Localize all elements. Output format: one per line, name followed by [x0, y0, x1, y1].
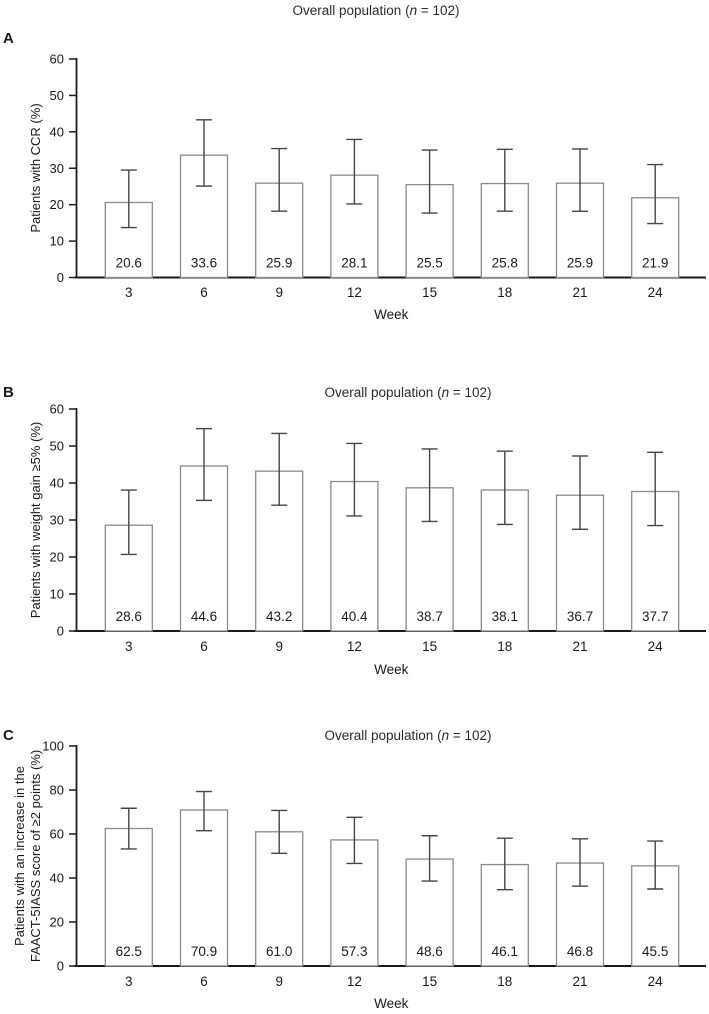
- y-tick-label: 40: [50, 871, 64, 886]
- y-tick-label: 100: [42, 739, 64, 754]
- y-tick-label: 0: [57, 624, 64, 639]
- x-tick-label: 15: [422, 639, 437, 654]
- y-axis-label: FAACT-5IASS score of ≥2 points (%): [28, 750, 43, 962]
- bar-value-label: 25.9: [567, 256, 593, 271]
- bar-value-label: 21.9: [642, 256, 668, 271]
- y-tick-label: 50: [50, 88, 64, 103]
- bar-value-label: 44.6: [191, 609, 217, 624]
- bar-value-label: 20.6: [116, 256, 142, 271]
- x-axis-label: Week: [374, 996, 409, 1011]
- x-tick-label: 6: [200, 285, 208, 300]
- x-tick-label: 15: [422, 285, 437, 300]
- y-tick-label: 50: [50, 439, 64, 454]
- bar-value-label: 70.9: [191, 944, 217, 959]
- bar: [255, 470, 304, 632]
- chart-title-a-n: n: [409, 3, 418, 18]
- chart-title-b-pre: Overall population (: [324, 385, 442, 400]
- bar-value-label: 25.5: [416, 256, 442, 271]
- bar-value-label: 61.0: [266, 944, 292, 959]
- panel-label-c: C: [3, 727, 14, 744]
- bar-value-label: 28.6: [116, 609, 142, 624]
- y-tick-label: 0: [57, 270, 64, 285]
- panel-label-b: B: [3, 384, 14, 401]
- chart-title-c-pre: Overall population (: [324, 728, 442, 743]
- x-tick-label: 9: [275, 639, 283, 654]
- bar-value-label: 43.2: [266, 609, 292, 624]
- x-tick-label: 21: [572, 285, 587, 300]
- y-axis-label: Patients with weight gain ≥5% (%): [28, 422, 43, 618]
- x-tick-label: 12: [347, 639, 362, 654]
- y-tick-label: 10: [50, 234, 64, 249]
- x-tick-label: 12: [347, 285, 362, 300]
- x-axis-label: Week: [374, 307, 409, 322]
- x-tick-label: 9: [275, 285, 283, 300]
- y-tick-label: 20: [50, 915, 64, 930]
- bar-value-label: 25.9: [266, 256, 292, 271]
- y-axis-label: Patients with CCR (%): [28, 103, 43, 232]
- x-tick-label: 24: [648, 974, 664, 989]
- chart-title-b: Overall population (n = 102): [325, 385, 492, 400]
- bar-value-label: 57.3: [341, 944, 367, 959]
- x-tick-label: 3: [125, 974, 133, 989]
- bar-value-label: 40.4: [341, 609, 368, 624]
- bar: [330, 839, 379, 967]
- y-tick-label: 20: [50, 197, 64, 212]
- y-tick-label: 10: [50, 587, 64, 602]
- x-tick-label: 18: [497, 285, 512, 300]
- y-tick-label: 30: [50, 161, 64, 176]
- bar-value-label: 48.6: [416, 944, 442, 959]
- x-tick-label: 18: [497, 974, 512, 989]
- bar-value-label: 46.1: [492, 944, 518, 959]
- bar-value-label: 25.8: [492, 256, 518, 271]
- bar-value-label: 36.7: [567, 609, 593, 624]
- y-tick-label: 20: [50, 550, 64, 565]
- x-tick-label: 3: [125, 639, 133, 654]
- x-tick-label: 15: [422, 974, 437, 989]
- x-tick-label: 21: [572, 974, 587, 989]
- y-tick-label: 60: [50, 402, 64, 417]
- chart-title-c: Overall population (n = 102): [325, 728, 492, 743]
- bar-value-label: 62.5: [116, 944, 142, 959]
- bar-value-label: 46.8: [567, 944, 593, 959]
- x-tick-label: 18: [497, 639, 512, 654]
- chart-title-a-pre: Overall population (: [292, 3, 410, 18]
- bar-chart-c: 0 20 40 60 80 100 Patients with an increase in…: [12, 739, 706, 1011]
- bar-value-label: 33.6: [191, 256, 217, 271]
- chart-title-c-post: = 102): [449, 728, 492, 743]
- y-tick-label: 40: [50, 124, 64, 139]
- bar-value-label: 28.1: [341, 256, 367, 271]
- panel-label-a: A: [3, 30, 14, 47]
- bar: [330, 480, 379, 632]
- bar-value-label: 37.7: [642, 609, 668, 624]
- y-tick-label: 60: [50, 52, 64, 67]
- chart-title-a-post: = 102): [417, 3, 460, 18]
- chart-title-b-post: = 102): [449, 385, 492, 400]
- x-tick-label: 24: [648, 639, 664, 654]
- x-tick-label: 6: [200, 639, 208, 654]
- bar: [179, 809, 229, 967]
- bar-chart-b: 0 10 20 30 40 50 60 Patients with weight gain ≥…: [28, 402, 706, 677]
- x-tick-label: 24: [648, 285, 664, 300]
- x-tick-label: 6: [200, 974, 208, 989]
- y-tick-label: 30: [50, 513, 64, 528]
- y-tick-label: 80: [50, 783, 64, 798]
- chart-title-b-n: n: [441, 385, 450, 400]
- x-axis-label: Week: [374, 662, 409, 677]
- y-tick-label: 40: [50, 476, 64, 491]
- chart-title-a: Overall population (n = 102): [293, 3, 460, 18]
- y-axis-label: Patients with an increase in the: [12, 766, 27, 946]
- y-tick-label: 60: [50, 827, 64, 842]
- x-tick-label: 12: [347, 974, 362, 989]
- bar: [104, 827, 153, 967]
- x-tick-label: 21: [572, 639, 587, 654]
- bar-value-label: 45.5: [642, 944, 668, 959]
- chart-title-c-n: n: [441, 728, 450, 743]
- x-tick-label: 3: [125, 285, 133, 300]
- x-tick-label: 9: [275, 974, 283, 989]
- bar-value-label: 38.7: [416, 609, 442, 624]
- y-tick-label: 0: [57, 959, 64, 974]
- bar-value-label: 38.1: [492, 609, 518, 624]
